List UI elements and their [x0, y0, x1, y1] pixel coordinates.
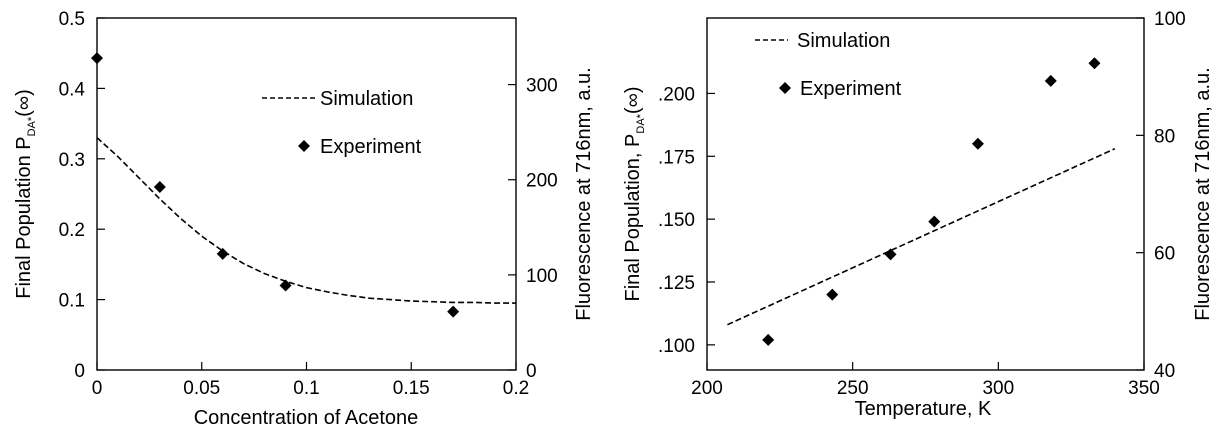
y-axis-label-left-suffix: (∞) [13, 89, 35, 117]
x-axis-label-left: Concentration of Acetone [194, 407, 419, 429]
experiment-point-left [153, 180, 166, 193]
experiment-point-right [971, 137, 984, 150]
legend-experiment-label-right: Experiment [800, 78, 902, 100]
simulation-line-right [727, 147, 1116, 326]
x-axis-label-right: Temperature, K [855, 398, 992, 420]
x-axis-ticks-left: 0 0.05 0.1 0.15 0.2 [92, 362, 529, 399]
y2-axis-label-right: Fluorescence at 716nm, a.u. [1192, 67, 1214, 320]
y2-tick-label-left: 200 [526, 171, 558, 192]
y-tick-label-right: .175 [658, 147, 695, 168]
y-axis-ticks-right: .100 .125 .150 .175 .200 [658, 84, 715, 357]
experiment-point-right [928, 215, 941, 228]
y-axis-label-right-suffix: (∞) [622, 86, 644, 114]
legend-right: Simulation Experiment [755, 30, 902, 100]
y2-tick-label-right: 60 [1154, 244, 1175, 265]
y2-axis-ticks-left: 0 100 200 300 [508, 76, 558, 382]
chart-right: 200 250 300 350 .100 .125 .150 .175 .200 40 60 80… [622, 9, 1214, 420]
chart-left: 0 0.05 0.1 0.15 0.2 0 0.1 0.2 0.3 0.4 0.5 0 100 200… [13, 9, 595, 429]
experiment-point-right [762, 333, 775, 346]
experiment-point-left [279, 279, 292, 292]
legend-experiment-label-left: Experiment [320, 136, 422, 158]
y2-tick-label-right: 80 [1154, 126, 1175, 147]
legend-left: Simulation Experiment [262, 88, 422, 158]
y-axis-label-right: Final Population, PDA*(∞) [622, 86, 647, 301]
legend-simulation-label-right: Simulation [797, 30, 890, 52]
x-tick-label-right: 200 [691, 378, 723, 399]
x-tick-label-right: 250 [837, 378, 869, 399]
experiment-point-right [884, 248, 897, 261]
x-tick-label-left: 0.1 [293, 378, 319, 399]
simulation-line-left [96, 137, 516, 304]
plot-frame-right [706, 17, 1145, 371]
legend-experiment-marker-right [779, 82, 791, 94]
y2-axis-ticks-right: 40 60 80 100 [1136, 9, 1186, 382]
y2-tick-label-left: 100 [526, 266, 558, 287]
y-axis-label-right-main: Final Population, P [622, 134, 644, 302]
x-tick-label-left: 0.2 [503, 378, 529, 399]
y-tick-label-right: .200 [658, 84, 695, 105]
experiment-point-left [216, 247, 229, 260]
y2-axis-label-left: Fluorescence at 716nm, a.u. [573, 67, 595, 320]
y-tick-label-left: 0 [74, 361, 85, 382]
legend-simulation-label-left: Simulation [320, 88, 413, 110]
y2-tick-label-right: 100 [1154, 9, 1186, 30]
y-axis-label-left: Final Population PDA*(∞) [13, 89, 38, 298]
experiment-point-right [1044, 74, 1057, 87]
y-tick-label-left: 0.4 [59, 79, 86, 100]
legend-experiment-marker-left [298, 140, 310, 152]
y-axis-label-right-subscript: DA* [635, 113, 647, 133]
experiment-point-right [1088, 57, 1101, 70]
y2-tick-label-right: 40 [1154, 361, 1175, 382]
experiment-point-left [447, 305, 460, 318]
x-tick-label-right: 350 [1128, 378, 1160, 399]
x-tick-label-left: 0.05 [183, 378, 220, 399]
series-right [727, 57, 1116, 346]
experiment-point-right [826, 288, 839, 301]
y-axis-label-left-main: Final Population P [13, 136, 35, 298]
y-tick-label-left: 0.5 [59, 9, 85, 30]
y2-tick-label-left: 0 [526, 361, 537, 382]
y-axis-label-left-subscript: DA* [26, 116, 38, 136]
x-tick-label-left: 0.15 [393, 378, 430, 399]
y-tick-label-right: .100 [658, 336, 695, 357]
y-tick-label-right: .125 [658, 273, 695, 294]
y2-tick-label-left: 300 [526, 76, 558, 97]
x-tick-label-left: 0 [92, 378, 103, 399]
series-left [91, 52, 516, 318]
experiment-point-left [91, 52, 103, 65]
y-axis-ticks-left: 0 0.1 0.2 0.3 0.4 0.5 [59, 9, 105, 382]
y-tick-label-left: 0.1 [59, 291, 85, 312]
x-axis-ticks-right: 200 250 300 350 [691, 362, 1160, 399]
y-tick-label-left: 0.2 [59, 220, 85, 241]
x-tick-label-right: 300 [982, 378, 1014, 399]
y-tick-label-right: .150 [658, 210, 695, 231]
y-tick-label-left: 0.3 [59, 150, 85, 171]
